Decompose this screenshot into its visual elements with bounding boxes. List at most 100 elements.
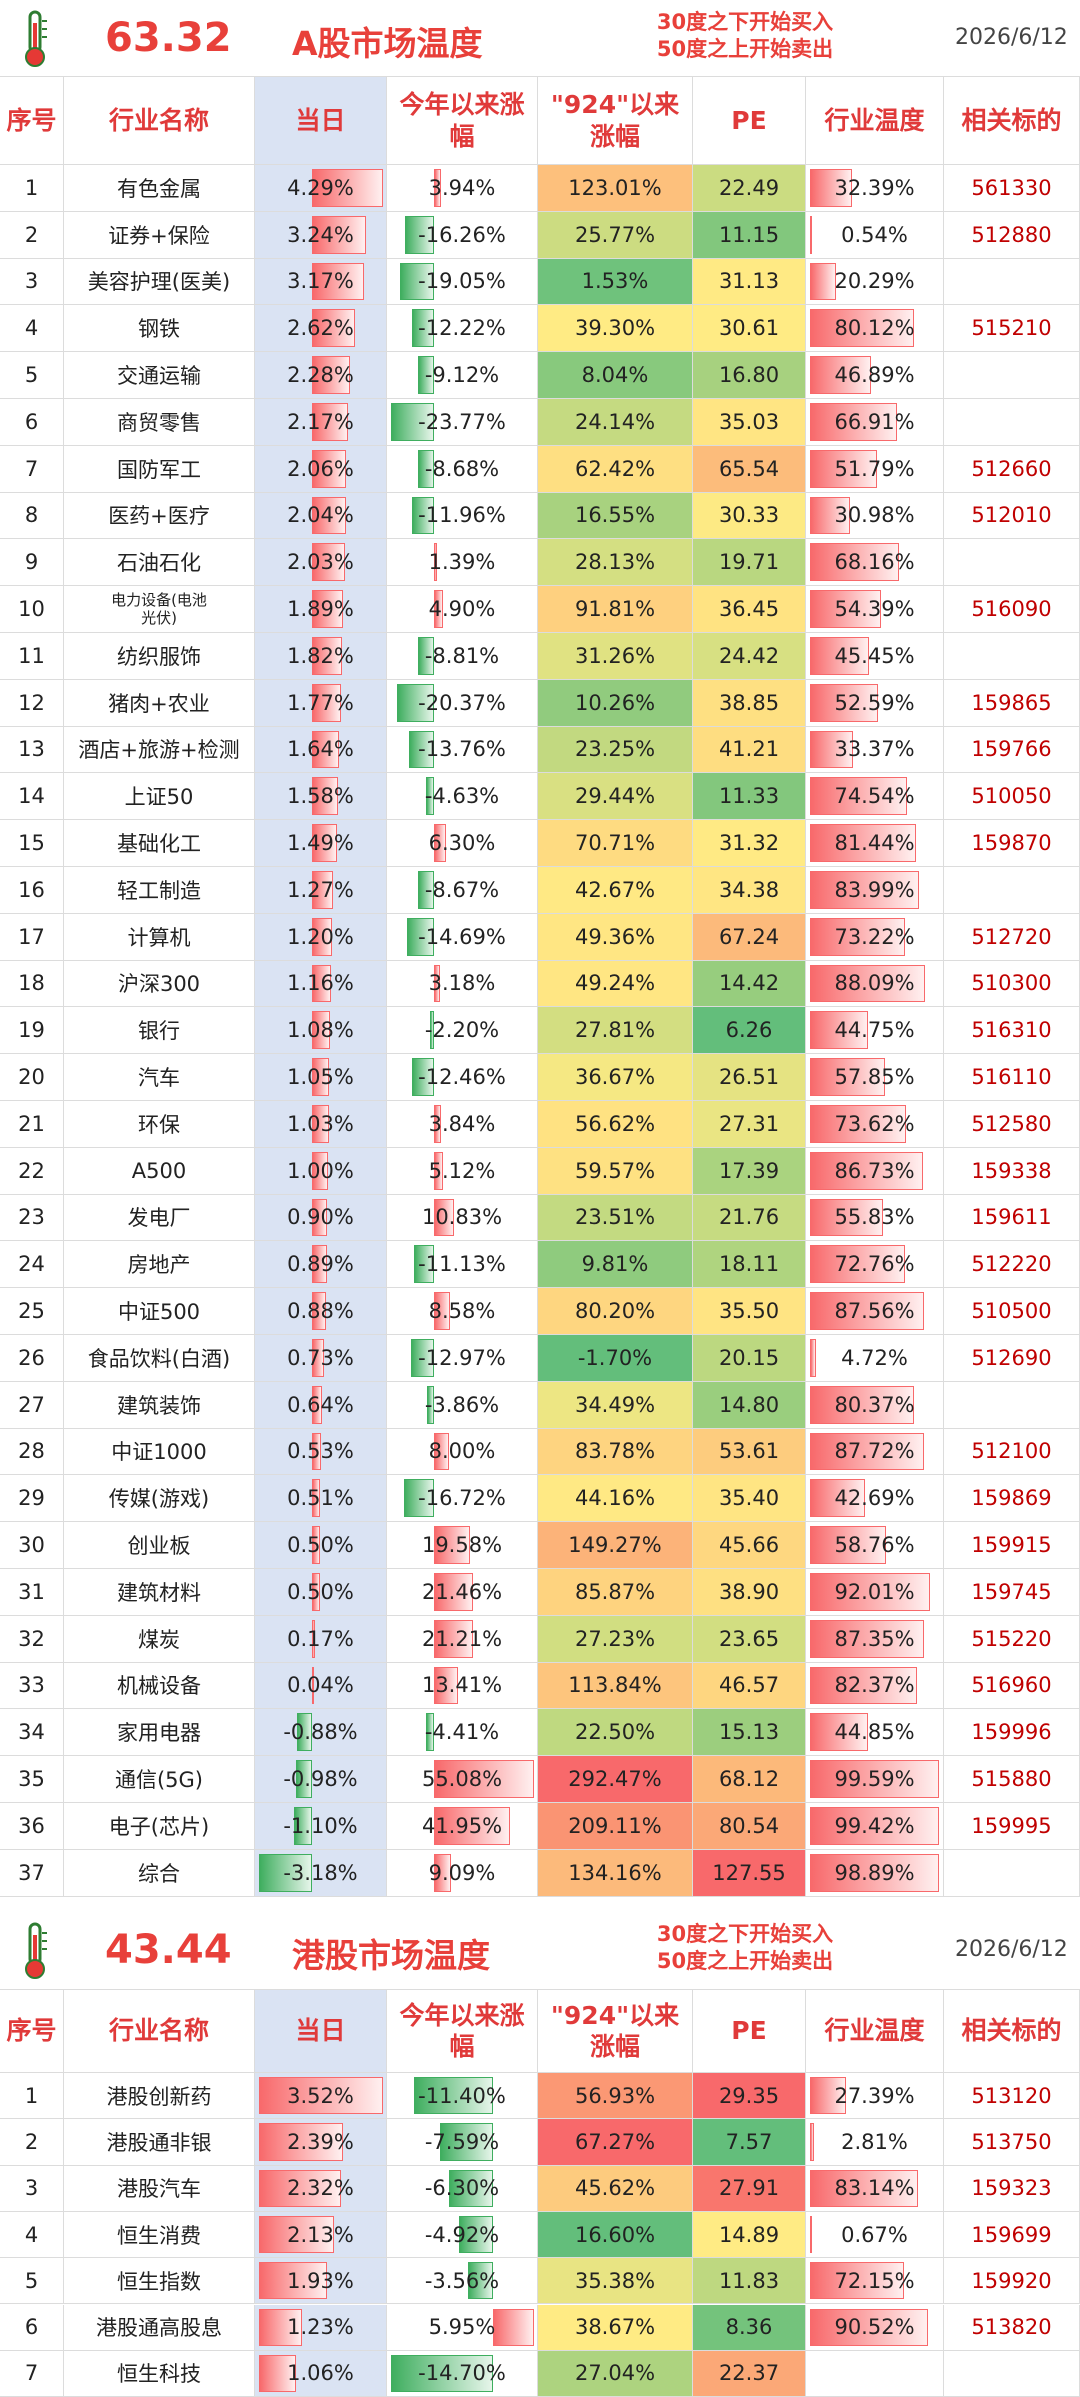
industry-name: 商贸零售 bbox=[117, 410, 201, 435]
table-cell: 30.33 bbox=[693, 492, 806, 540]
industry-name: 中证1000 bbox=[111, 1440, 207, 1465]
data-bar bbox=[810, 917, 906, 956]
table-cell: -11.96% bbox=[387, 492, 538, 540]
header-text: 行业温度 bbox=[824, 105, 925, 135]
cell-value: 13.41% bbox=[421, 1673, 503, 1698]
cell-value: -8.68% bbox=[424, 456, 500, 481]
market-title: A股市场温度 bbox=[292, 17, 483, 65]
table-cell: 19 bbox=[0, 1007, 64, 1055]
cell-value: 22.50% bbox=[574, 1720, 656, 1745]
data-bar bbox=[810, 262, 837, 301]
data-bar bbox=[259, 2262, 327, 2300]
cell-value: -11.40% bbox=[418, 2083, 506, 2108]
data-bar bbox=[311, 1432, 321, 1471]
table-cell: 1 bbox=[0, 2073, 64, 2120]
cell-value: 30.33 bbox=[718, 503, 780, 528]
table-cell: -11.13% bbox=[387, 1241, 538, 1289]
table-cell: -7.59% bbox=[387, 2119, 538, 2166]
table-cell: 37 bbox=[0, 1849, 64, 1897]
table-cell: 中证500 bbox=[64, 1288, 255, 1335]
table-cell: 煤炭 bbox=[64, 1615, 255, 1663]
table-cell: 2.17% bbox=[255, 399, 387, 446]
table-cell: 66.91% bbox=[806, 399, 944, 446]
cell-value: -7.59% bbox=[424, 2129, 500, 2154]
table-cell: 209.11% bbox=[538, 1803, 693, 1850]
title-text: 港股市场温度 bbox=[292, 1936, 490, 1975]
table-cell: 电力设备(电池光伏) bbox=[64, 586, 255, 633]
cell-value: 52.59% bbox=[834, 690, 915, 715]
table-cell: 1.89% bbox=[255, 586, 387, 633]
table-cell: 159865 bbox=[944, 679, 1080, 727]
table-cell: 16.60% bbox=[538, 2211, 693, 2259]
table-cell: 134.16% bbox=[538, 1849, 693, 1897]
ticker-code: 512010 bbox=[971, 503, 1052, 528]
cell-value: 8.58% bbox=[428, 1299, 496, 1324]
data-bar bbox=[259, 1853, 312, 1892]
data-bar bbox=[434, 1619, 473, 1658]
cell-value: 8.04% bbox=[581, 363, 649, 388]
cell-value: 67.24 bbox=[718, 924, 780, 949]
industry-name: 有色金属 bbox=[117, 176, 201, 201]
table-cell: 83.78% bbox=[538, 1428, 693, 1476]
cell-value: 57.85% bbox=[834, 1065, 915, 1090]
industry-name: 房地产 bbox=[127, 1253, 191, 1278]
ticker-code: 159996 bbox=[971, 1720, 1052, 1745]
date: 2026/6/12 bbox=[955, 25, 1068, 50]
data-bar bbox=[810, 403, 897, 441]
cell-value: 45.62% bbox=[574, 2176, 656, 2201]
table-cell: 17 bbox=[0, 913, 64, 961]
cell-value: 41.95% bbox=[421, 1813, 503, 1838]
cell-value: 27.91 bbox=[718, 2176, 780, 2201]
note-text: 30度之下开始买入 bbox=[656, 1922, 834, 1946]
row-index: 31 bbox=[18, 1579, 45, 1604]
row-index: 19 bbox=[18, 1018, 45, 1043]
ticker-code: 516960 bbox=[971, 1673, 1052, 1698]
cell-value: 1.03% bbox=[287, 1111, 354, 1136]
header-text: 当日 bbox=[295, 105, 346, 135]
note-line: 30度之下开始买入 bbox=[630, 9, 860, 36]
cell-value: 35.40 bbox=[718, 1486, 780, 1511]
header-text: 行业温度 bbox=[824, 2016, 925, 2046]
row-index: 35 bbox=[18, 1767, 45, 1792]
row-index: 18 bbox=[18, 971, 45, 996]
row-index: 13 bbox=[18, 737, 45, 762]
data-bar bbox=[449, 2169, 493, 2207]
cell-value: 18.11 bbox=[718, 1252, 780, 1277]
table-cell: 21 bbox=[0, 1101, 64, 1148]
table-cell: 0.90% bbox=[255, 1194, 387, 1242]
table-cell: -0.88% bbox=[255, 1709, 387, 1757]
table-cell: 发电厂 bbox=[64, 1194, 255, 1242]
table-cell: 510300 bbox=[944, 960, 1080, 1008]
table-cell: 1.05% bbox=[255, 1054, 387, 1101]
ticker-code: 512660 bbox=[971, 456, 1052, 481]
industry-name: 电力设备(电池光伏) bbox=[111, 591, 207, 628]
table-cell: 1.03% bbox=[255, 1101, 387, 1148]
table-cell: 交通运输 bbox=[64, 352, 255, 399]
table-cell: 1.08% bbox=[255, 1007, 387, 1055]
data-bar bbox=[418, 637, 435, 675]
table-cell: 31.26% bbox=[538, 633, 693, 680]
data-bar bbox=[293, 1807, 312, 1845]
table-cell: 512220 bbox=[944, 1241, 1080, 1289]
cell-value: 0.50% bbox=[287, 1579, 354, 1604]
header-cell: 今年以来涨幅 bbox=[387, 77, 538, 165]
table-cell: 513750 bbox=[944, 2119, 1080, 2166]
table-cell: 计算机 bbox=[64, 913, 255, 961]
data-bar bbox=[810, 1011, 869, 1050]
table-cell: 银行 bbox=[64, 1007, 255, 1055]
table-cell: 恒生科技 bbox=[64, 2350, 255, 2397]
cell-value: 35.38% bbox=[574, 2268, 656, 2293]
row-index: 10 bbox=[18, 597, 45, 622]
table-cell: 159915 bbox=[944, 1522, 1080, 1569]
table-cell: -12.46% bbox=[387, 1054, 538, 1101]
cell-value: 65.54 bbox=[718, 456, 780, 481]
data-bar bbox=[492, 2308, 534, 2346]
row-index: 2 bbox=[24, 222, 39, 247]
table-cell: 上证50 bbox=[64, 773, 255, 821]
table-cell: 0.50% bbox=[255, 1522, 387, 1569]
cell-value: 39.30% bbox=[574, 316, 656, 341]
table-cell: -20.37% bbox=[387, 679, 538, 727]
ticker-code: 159870 bbox=[971, 831, 1052, 856]
thermometer-svg bbox=[25, 1922, 47, 1979]
ticker-code: 516310 bbox=[971, 1018, 1052, 1043]
